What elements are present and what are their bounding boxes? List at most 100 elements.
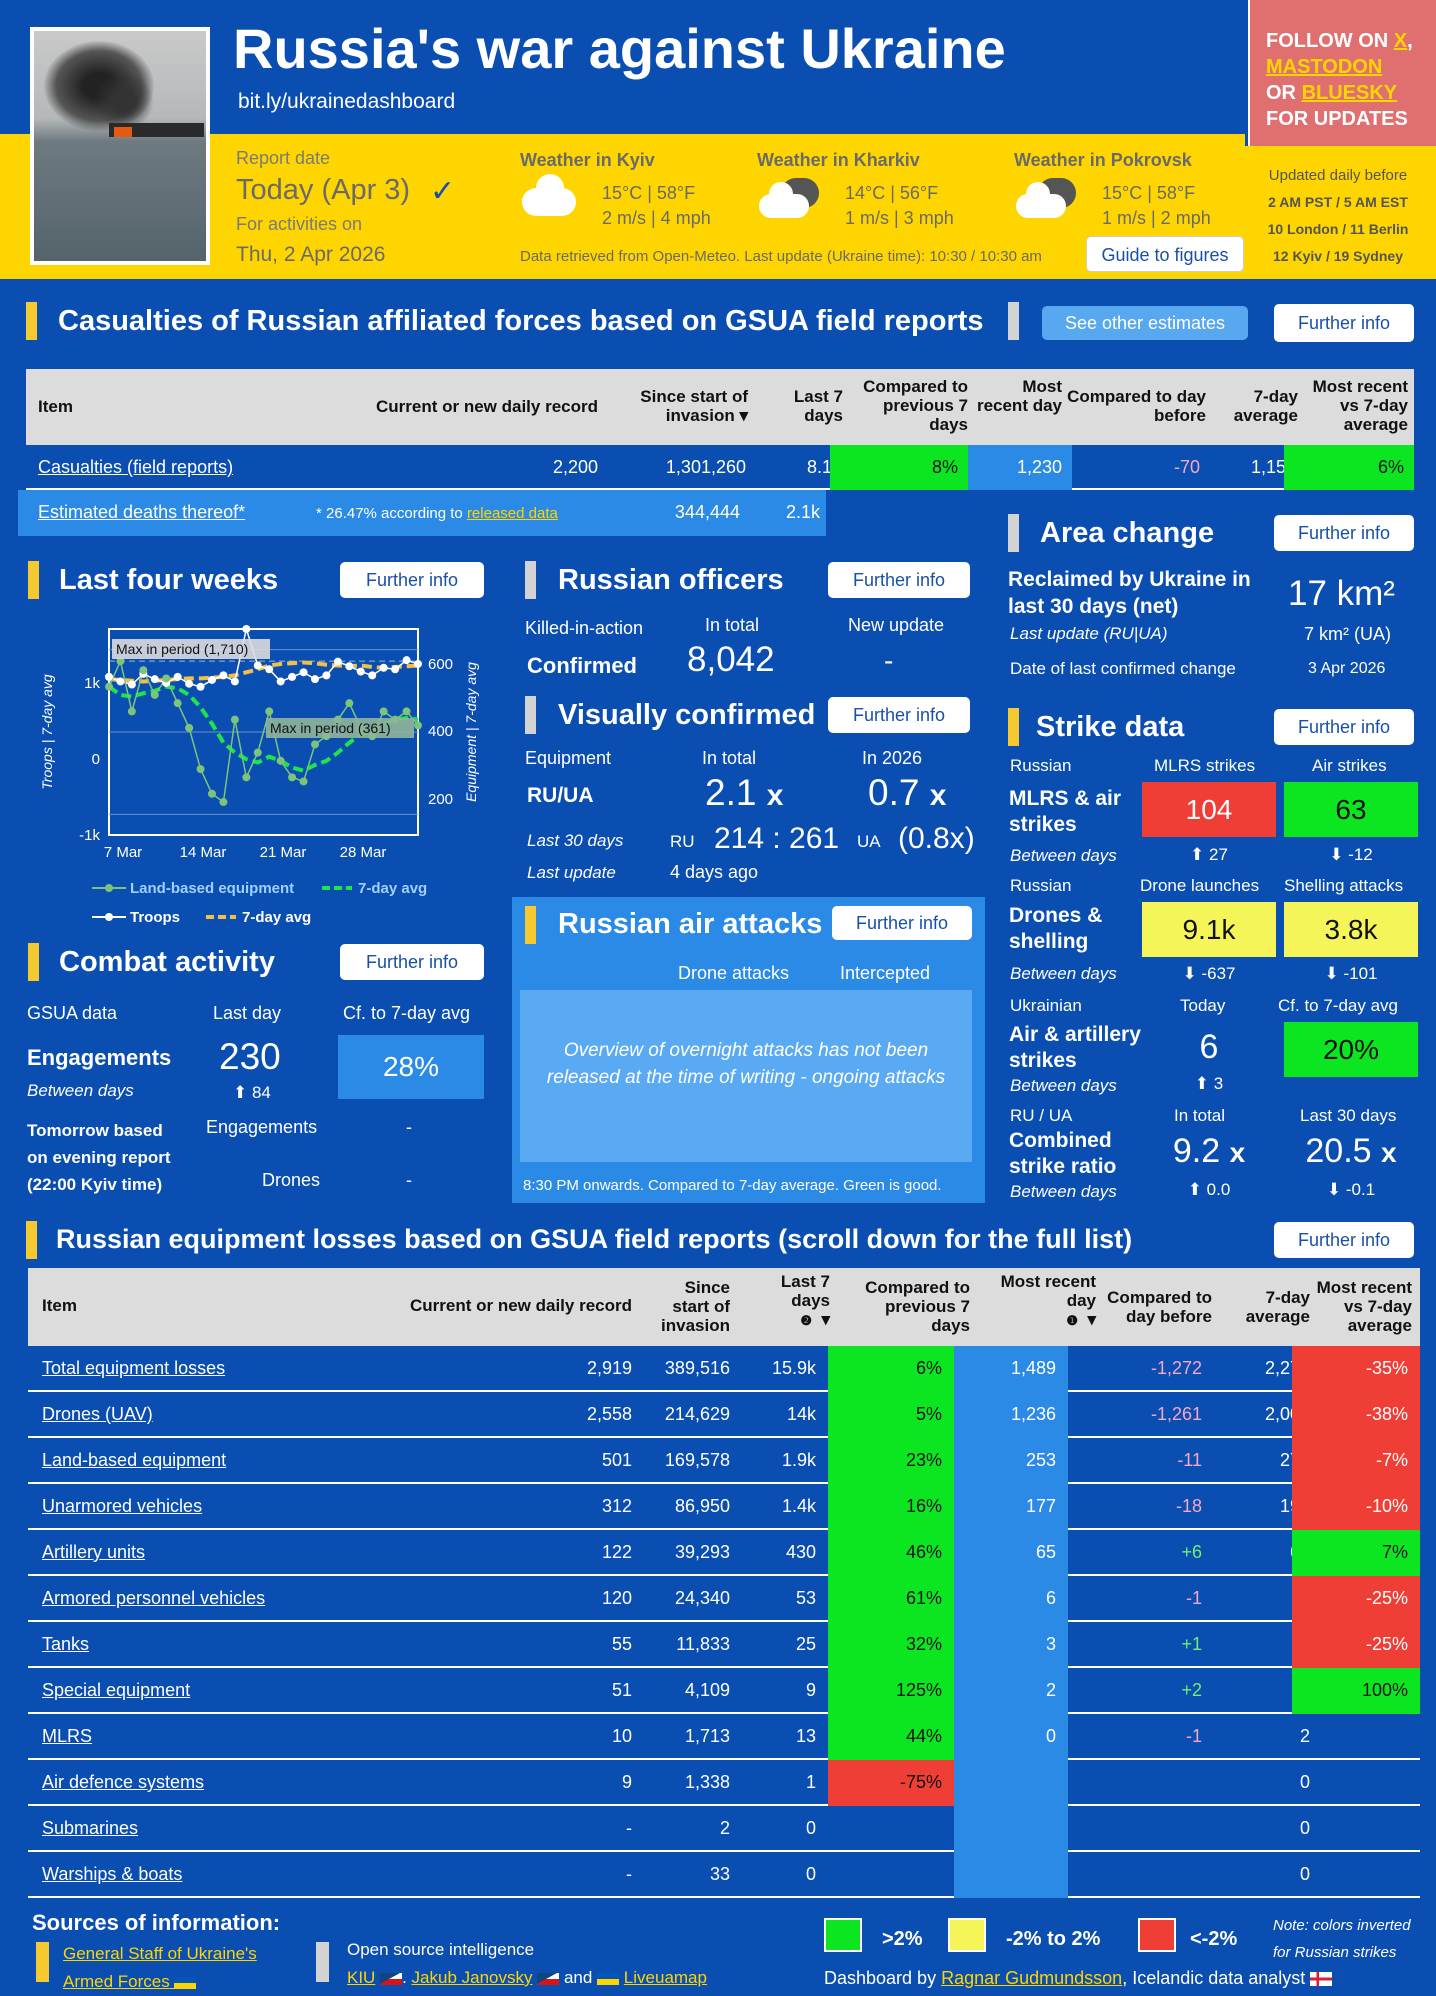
y-left-tick: -1k bbox=[79, 827, 100, 844]
ratio-total: 9.2 x bbox=[1172, 1132, 1246, 1170]
strike-ratio: RU / UA In total Last 30 days Combined s… bbox=[1008, 1104, 1418, 1204]
weather-note: Data retrieved from Open-Meteo. Last upd… bbox=[520, 248, 1042, 265]
mastodon-link[interactable]: MASTODON bbox=[1266, 56, 1383, 78]
equipment-point bbox=[219, 798, 228, 807]
released-data-link[interactable]: released data bbox=[466, 505, 558, 522]
equipment-point bbox=[139, 666, 148, 675]
section-marker bbox=[525, 906, 536, 944]
author-link[interactable]: Ragnar Gudmundsson bbox=[941, 1968, 1123, 1988]
value-cmp7: 46% bbox=[828, 1530, 954, 1576]
strike-label: Ukrainian bbox=[1010, 996, 1082, 1015]
col-since[interactable]: Since start of invasion ▾ bbox=[640, 387, 748, 425]
mlrs-delta: ⬆ 27 bbox=[1190, 845, 1228, 864]
value-cmp7 bbox=[828, 1806, 954, 1852]
gsua-link[interactable]: General Staff of Ukraine's Armed Forces bbox=[63, 1944, 257, 1991]
casualties-further-info[interactable]: Further info bbox=[1274, 304, 1414, 342]
deaths-last7: 2.1k bbox=[785, 502, 820, 522]
equipment-link[interactable]: Unarmored vehicles bbox=[42, 1496, 203, 1516]
table-row: Air defence systems 9 1,338 1 -75% 0 bbox=[28, 1760, 1420, 1806]
officers-new: - bbox=[884, 645, 894, 676]
col-item: Item bbox=[42, 1296, 77, 1315]
value-vsavg bbox=[1292, 1806, 1420, 1852]
equipment-link[interactable]: Tanks bbox=[42, 1634, 90, 1654]
area-value: 17 km² bbox=[1288, 574, 1395, 613]
equipment-link[interactable]: Land-based equipment bbox=[42, 1450, 227, 1470]
equipment-point bbox=[414, 721, 422, 730]
ratio-delta-total: ⬆ 0.0 bbox=[1187, 1180, 1231, 1199]
equipment-link[interactable]: Submarines bbox=[42, 1818, 139, 1838]
casualties-link[interactable]: Casualties (field reports) bbox=[38, 457, 234, 477]
iceland-flag-icon bbox=[1310, 1972, 1333, 1987]
liveuamap-link[interactable]: Liveuamap bbox=[623, 1968, 707, 1987]
dashboard-link[interactable]: bit.ly/ukrainedashboard bbox=[238, 90, 456, 113]
air-attacks-further-info[interactable]: Further info bbox=[832, 906, 972, 940]
value-cmp7: 6% bbox=[828, 1346, 954, 1392]
section-marker bbox=[1008, 302, 1019, 340]
strike-col1: Today bbox=[1180, 996, 1226, 1015]
col-recent[interactable]: Most recent day ❶ ▾ bbox=[1000, 1272, 1096, 1329]
activities-date: Thu, 2 Apr 2026 bbox=[236, 243, 386, 266]
between-days-label: Between days bbox=[1010, 964, 1117, 983]
drones-delta: ⬇ -637 bbox=[1182, 964, 1236, 983]
equipment-link[interactable]: Warships & boats bbox=[42, 1864, 183, 1884]
combat-drones-label: Drones bbox=[262, 1170, 321, 1190]
officers-further-info[interactable]: Further info bbox=[828, 562, 970, 598]
x-link[interactable]: X bbox=[1393, 30, 1408, 52]
guide-button[interactable]: Guide to figures bbox=[1086, 236, 1244, 272]
value-daily: 55 bbox=[611, 1634, 632, 1654]
area-further-info[interactable]: Further info bbox=[1274, 515, 1414, 551]
officers-col3: New update bbox=[848, 615, 945, 635]
equipment-link[interactable]: MLRS bbox=[42, 1726, 93, 1746]
equipment-point bbox=[173, 699, 182, 708]
casualties-table: Item Current or new daily record Since s… bbox=[26, 369, 1414, 490]
col-vsavg: Most recent vs 7-day average bbox=[1312, 377, 1408, 434]
strike-col2: Cf. to 7-day avg bbox=[1278, 996, 1399, 1015]
equipment-point bbox=[276, 756, 285, 765]
equipment-link[interactable]: Special equipment bbox=[42, 1680, 191, 1700]
equipment-link[interactable]: Total equipment losses bbox=[42, 1358, 226, 1378]
visual-title: Visually confirmed bbox=[558, 699, 816, 731]
combat-further-info[interactable]: Further info bbox=[340, 944, 484, 980]
equipment-link[interactable]: Armored personnel vehicles bbox=[42, 1588, 266, 1608]
y-left-tick: 1k bbox=[84, 675, 100, 692]
equipment-link[interactable]: Air defence systems bbox=[42, 1772, 205, 1792]
deaths-link[interactable]: Estimated deaths thereof* bbox=[38, 502, 246, 522]
strike-further-info[interactable]: Further info bbox=[1274, 709, 1414, 745]
value-since: 24,340 bbox=[674, 1588, 730, 1608]
between-days-label: Between days bbox=[1010, 1182, 1117, 1201]
col-last7[interactable]: Last 7 days ❷ ▾ bbox=[780, 1272, 830, 1329]
four-weeks-title: Last four weeks bbox=[59, 564, 279, 596]
area-date-label: Date of last confirmed change bbox=[1010, 659, 1236, 678]
ua-strikes-value: 6 bbox=[1199, 1028, 1219, 1066]
troops-point bbox=[105, 672, 113, 681]
four-weeks-further-info[interactable]: Further info bbox=[340, 562, 484, 598]
section-marker bbox=[525, 561, 536, 599]
combat-eng-label: Engagements bbox=[206, 1117, 318, 1137]
area-title: Area change bbox=[1040, 517, 1215, 549]
visual-col3: In 2026 bbox=[862, 748, 923, 768]
janovsky-link[interactable]: Jakub Janovsky bbox=[411, 1968, 533, 1987]
value-last7: 1.9k bbox=[781, 1450, 816, 1470]
col-daily: Current or new daily record bbox=[410, 1296, 632, 1315]
equipment-point bbox=[253, 748, 262, 757]
see-other-estimates-button[interactable]: See other estimates bbox=[1042, 306, 1248, 340]
kiu-link[interactable]: KIU bbox=[347, 1968, 376, 1987]
troops-point bbox=[311, 675, 319, 684]
equipment-further-info[interactable]: Further info bbox=[1274, 1222, 1414, 1258]
legend-green-label: >2% bbox=[882, 1928, 923, 1950]
section-marker bbox=[26, 1221, 37, 1259]
visual-further-info[interactable]: Further info bbox=[828, 697, 970, 733]
x-tick: 7 Mar bbox=[104, 844, 142, 861]
sources-title: Sources of information: bbox=[32, 1910, 281, 1935]
equipment-link[interactable]: Artillery units bbox=[42, 1542, 146, 1562]
strike-col2: Last 30 days bbox=[1300, 1106, 1397, 1125]
bluesky-link[interactable]: BLUESKY bbox=[1301, 82, 1398, 104]
equipment-link[interactable]: Drones (UAV) bbox=[42, 1404, 153, 1424]
update-line: Updated daily before bbox=[1268, 167, 1408, 184]
value-since: 1,301,260 bbox=[665, 457, 746, 477]
report-date: Today (Apr 3) bbox=[236, 174, 411, 206]
follow-box[interactable]: FOLLOW ON X, MASTODON OR BLUESKY FOR UPD… bbox=[1248, 0, 1436, 146]
equipment-point bbox=[162, 674, 171, 683]
